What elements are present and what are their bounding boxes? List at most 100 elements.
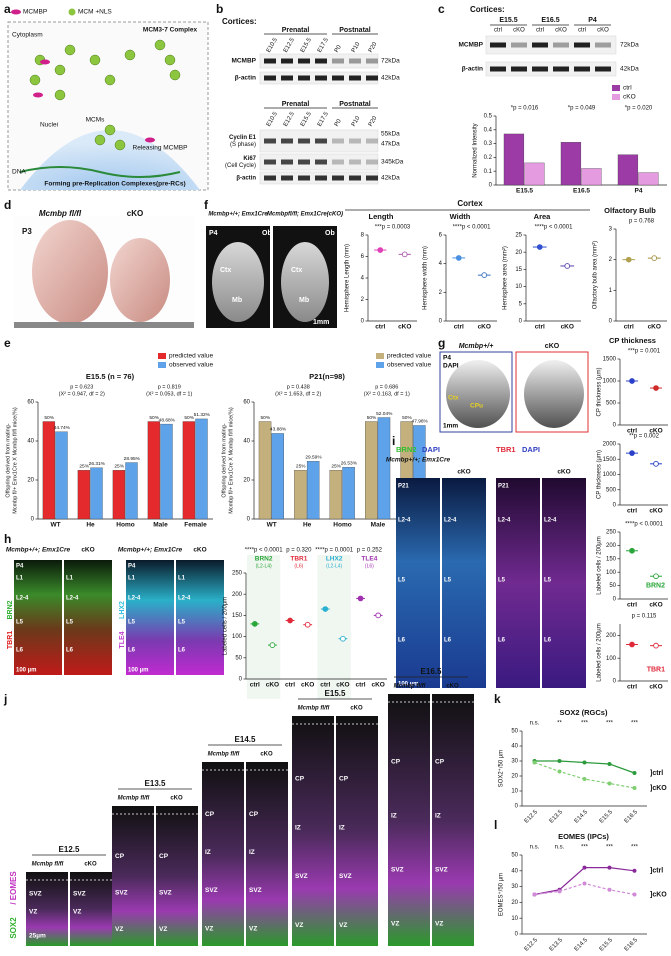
value-label: 25% xyxy=(331,464,341,470)
row-label: (Cell Cycle) xyxy=(225,163,256,169)
mcm-icon xyxy=(104,124,116,136)
zone-label: SVZ xyxy=(115,889,128,896)
y-tick-label: 0 xyxy=(361,319,365,325)
zone-label: IZ xyxy=(339,824,345,831)
panel-label: l xyxy=(494,818,497,832)
band xyxy=(349,58,361,64)
y-axis-label: Labeled cells / 200µm xyxy=(597,623,603,682)
x-tick-label: He xyxy=(86,522,95,529)
bar xyxy=(524,162,545,186)
y-tick-label: 5 xyxy=(519,301,523,307)
stain-label: LHX2 xyxy=(119,601,126,619)
image-label: 1mm xyxy=(313,319,329,326)
y-tick-label: 500 xyxy=(606,487,617,493)
annotation: p = 0.438 xyxy=(287,384,310,390)
lane-label: cKO xyxy=(597,28,609,34)
band xyxy=(332,159,344,165)
x-tick-label: E16.5 xyxy=(573,188,590,195)
zone-label: SVZ xyxy=(205,887,218,894)
band xyxy=(298,58,310,64)
genotype: Mcmbp+/+; Emx1Cre xyxy=(6,547,71,554)
chart-title: P21(n=98) xyxy=(309,372,345,381)
x-tick-label: Homo xyxy=(116,522,134,529)
image-label: L1 xyxy=(66,576,74,582)
value-label: 25% xyxy=(114,464,124,470)
dot xyxy=(653,573,659,580)
zone-label: SVZ xyxy=(249,887,262,894)
x-tick-label: E12.5 xyxy=(524,809,540,825)
band xyxy=(366,75,378,81)
blot-bg xyxy=(485,35,617,55)
value-label: 50% xyxy=(261,415,271,421)
band xyxy=(264,75,276,81)
row-label: MCMBP xyxy=(458,42,483,49)
annotation: *** xyxy=(606,845,614,851)
y-tick-label: 1000 xyxy=(603,472,617,478)
stain-label: TBR1 xyxy=(496,445,516,454)
image-label: CPu xyxy=(470,403,483,410)
y-axis-label: Hemisphere Length (mm) xyxy=(345,244,351,312)
annotation: *** xyxy=(581,721,589,727)
y-tick-label: 0 xyxy=(613,423,617,429)
fluorescence-image xyxy=(202,762,244,946)
row-label: β-actin xyxy=(235,75,256,82)
bar xyxy=(258,421,272,520)
bar xyxy=(90,467,103,520)
stage-label: E13.5 xyxy=(145,779,166,788)
genotype: cKO xyxy=(170,796,183,802)
lane-label: E15.5 xyxy=(300,37,313,54)
x-tick-label: ctrl xyxy=(624,324,634,331)
panel-label: d xyxy=(4,198,11,212)
mcm-icon xyxy=(64,44,76,56)
image-label: Ctx xyxy=(448,395,459,402)
band xyxy=(366,159,378,165)
group-shade xyxy=(247,555,281,699)
annotation: p = 0.819 xyxy=(158,384,181,390)
panel-label: f xyxy=(204,198,209,212)
annotation: p = 0.252 xyxy=(357,548,383,554)
genotype: Mcmbp fl/fl xyxy=(208,752,240,758)
image-label: P4 xyxy=(128,564,136,570)
band xyxy=(349,175,361,181)
chart-title: E15.5 (n = 76) xyxy=(86,372,135,381)
diagram-text: DNA xyxy=(12,169,26,176)
lane-label: P20 xyxy=(368,41,379,54)
stain-label: BRN2 xyxy=(7,600,14,619)
y-tick-label: 0.5 xyxy=(484,114,493,120)
image-label: L6 xyxy=(398,638,406,644)
y-axis-label: EOMES⁺/50 µm xyxy=(498,873,505,916)
legend-label: MCMBP xyxy=(23,9,47,16)
group-shade xyxy=(317,555,351,699)
annotation: *** xyxy=(631,721,639,727)
image-label: L6 xyxy=(178,648,186,654)
point xyxy=(632,892,637,897)
x-tick-label: Female xyxy=(184,522,207,529)
heading: Cortices: xyxy=(222,17,257,26)
diagram-text: MCM3-7 Complex xyxy=(143,27,198,34)
bar xyxy=(125,462,138,520)
fluorescence-image xyxy=(176,560,224,675)
bar xyxy=(503,133,525,186)
stain-label: BRN2 xyxy=(396,445,416,454)
image-label: L6 xyxy=(66,648,74,654)
panel-label: g xyxy=(438,336,445,350)
mcm-icon xyxy=(89,54,101,66)
nucleus xyxy=(20,130,200,190)
lane-label: E17.5 xyxy=(317,111,330,128)
point xyxy=(582,881,587,886)
value-label: 50% xyxy=(44,415,54,421)
dot xyxy=(629,378,635,384)
panel-label: a xyxy=(4,2,11,16)
chart-title: Olfactory Bulb xyxy=(604,206,656,215)
stage-label: E16.5 xyxy=(421,667,442,676)
x-tick-label: cKO xyxy=(649,428,662,435)
x-tick-label: WT xyxy=(50,522,60,529)
image-label: L2-4 xyxy=(66,596,79,602)
panel-label: h xyxy=(4,532,11,546)
image-label: L2-4 xyxy=(544,518,557,524)
y-axis-label: Labeled cells / 200µm xyxy=(597,536,603,595)
image-label: 1mm xyxy=(443,423,458,430)
point xyxy=(532,760,537,765)
annotation: (X² = 0.163, df = 1) xyxy=(364,391,410,397)
mcm-icon xyxy=(104,74,116,86)
